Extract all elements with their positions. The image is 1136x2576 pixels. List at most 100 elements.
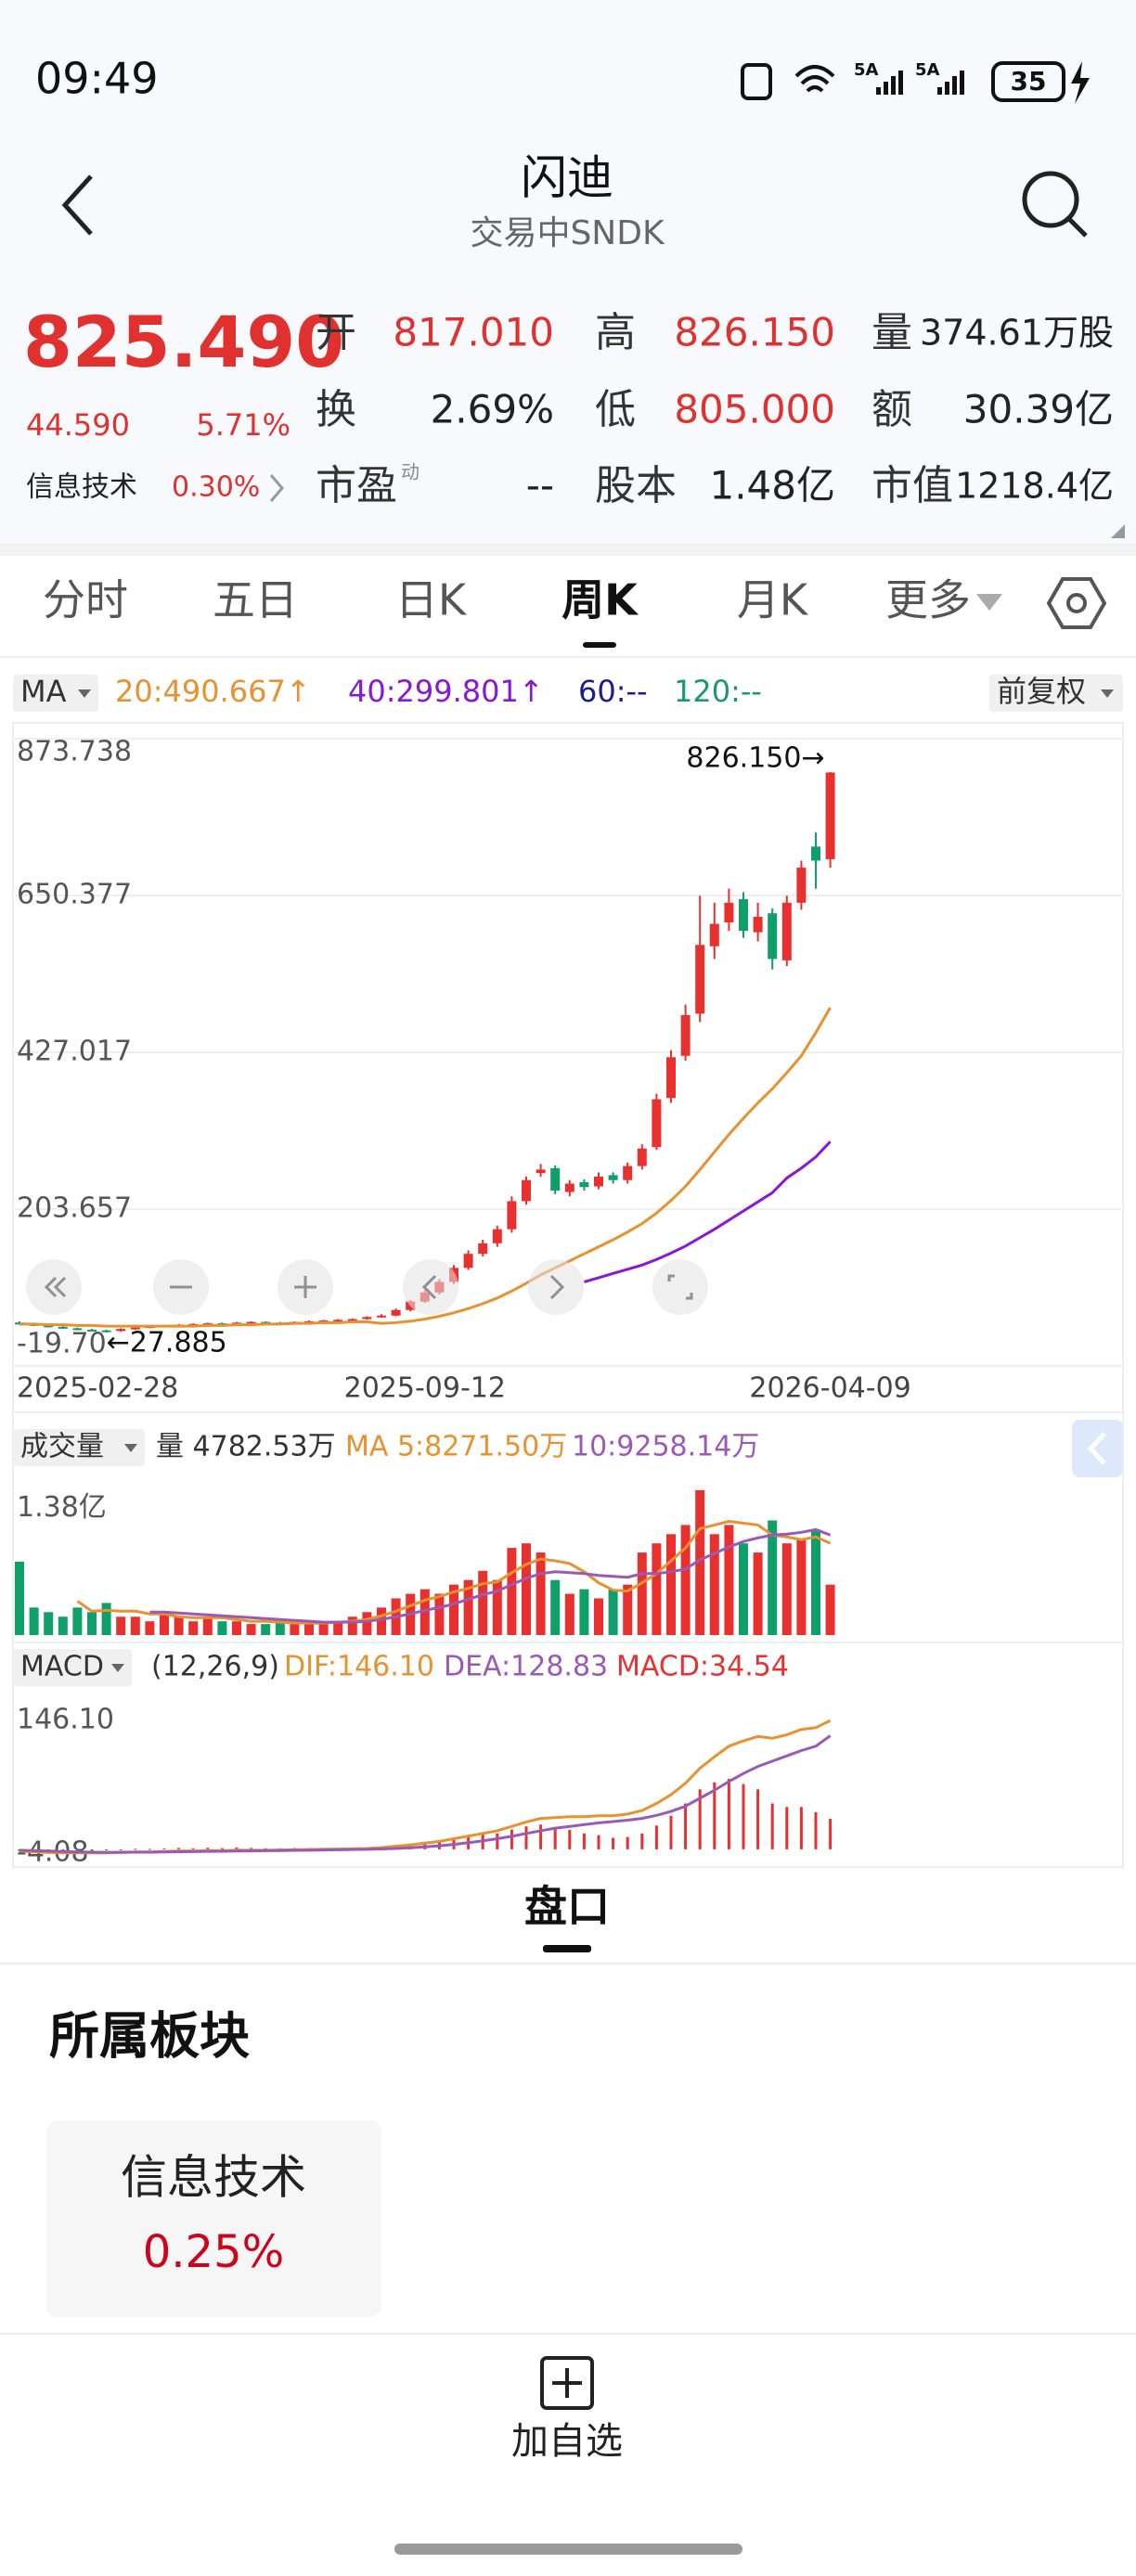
add-watchlist-button[interactable]	[540, 2356, 594, 2410]
macd-bar	[553, 1828, 557, 1849]
battery-icon	[991, 61, 1065, 102]
back-button[interactable]	[61, 174, 93, 236]
indicator-line	[19, 1734, 832, 1854]
volume-bar	[232, 1621, 241, 1635]
adjust-arrow	[1101, 689, 1114, 698]
sector-card-name: 信息技术	[121, 2151, 306, 2205]
chart-control[interactable]	[403, 1259, 458, 1315]
candle-body	[101, 1330, 111, 1333]
indicator-arrow	[124, 1444, 137, 1452]
volume-bar	[434, 1593, 445, 1635]
chart-control-icon	[549, 1274, 565, 1300]
section-tab[interactable]: 盘口	[524, 1882, 610, 1932]
high-annotation: 826.150→	[686, 742, 824, 775]
indicator-selector[interactable]	[13, 1649, 132, 1686]
period-tab[interactable]: 日K	[395, 575, 468, 625]
network-type: 5A	[915, 60, 940, 80]
volume-bar	[637, 1552, 647, 1635]
stat-label: 额	[871, 386, 912, 433]
candle-body	[507, 1201, 517, 1230]
candle-body	[608, 1175, 618, 1180]
period-tab[interactable]: 分时	[43, 575, 128, 625]
candle-body	[44, 1325, 54, 1328]
sector-name[interactable]: 信息技术	[26, 471, 137, 504]
settings-icon	[1066, 593, 1087, 613]
volume-bar	[246, 1624, 256, 1635]
legend-entry: 10:9258.14万	[572, 1431, 759, 1463]
volume-bar	[202, 1616, 213, 1635]
collapse-tab-bg	[1072, 1420, 1123, 1477]
more-arrow	[976, 594, 1002, 611]
volume-bar	[724, 1525, 734, 1635]
collapse-tab[interactable]	[1072, 1420, 1123, 1477]
search-icon	[1022, 171, 1079, 228]
indicator-line	[76, 1519, 832, 1625]
candle-body	[347, 1319, 357, 1321]
signal-bar	[898, 71, 903, 95]
candle-body	[362, 1317, 372, 1320]
indicator-arrow	[78, 689, 91, 698]
macd-bar	[698, 1789, 702, 1849]
volume-bar	[666, 1534, 676, 1635]
wifi-icon	[794, 65, 835, 93]
volume-bar	[304, 1624, 314, 1635]
volume-bar	[261, 1624, 271, 1635]
macd-bar	[105, 1848, 109, 1851]
indicator-arrow	[111, 1664, 124, 1672]
volume-bar	[275, 1621, 285, 1635]
volume-bar	[825, 1584, 835, 1635]
collapse-icon	[1087, 1432, 1106, 1465]
search-icon	[1067, 217, 1088, 238]
candle-body	[753, 916, 763, 933]
volume-bar	[101, 1603, 111, 1635]
volume-bar	[87, 1612, 97, 1635]
macd-bar	[582, 1833, 586, 1849]
macd-bar	[770, 1803, 774, 1849]
macd-bar	[148, 1848, 151, 1850]
indicator-selector[interactable]	[13, 675, 98, 712]
adjust-selector[interactable]	[989, 675, 1123, 712]
candle-body	[391, 1309, 401, 1316]
add-icon	[540, 2356, 594, 2410]
legend-entry: MACD:34.54	[616, 1651, 789, 1683]
candle-body	[709, 923, 719, 947]
candle-body	[666, 1057, 676, 1099]
volume-bar	[463, 1579, 473, 1635]
add-watchlist-label[interactable]: 加自选	[511, 2420, 623, 2463]
period-tab[interactable]: 周K	[562, 575, 639, 625]
signal-bar	[945, 82, 949, 95]
header-background	[0, 0, 1136, 543]
period-tab[interactable]: 更多	[885, 575, 971, 625]
candle-body	[680, 1014, 691, 1056]
volume-bar	[811, 1529, 820, 1635]
macd-bar	[568, 1830, 572, 1849]
stat-value: 817.010	[393, 310, 554, 355]
period-tab[interactable]: 月K	[737, 575, 809, 625]
macd-bar	[626, 1836, 629, 1849]
indicator-line	[149, 1527, 832, 1624]
chart-control-icon	[421, 1274, 437, 1300]
y-tick-label: 427.017	[17, 1036, 132, 1068]
legend-entry: 40:299.801↑	[348, 674, 544, 709]
macd-bar	[597, 1835, 600, 1849]
volume-bar	[347, 1616, 357, 1635]
charging-icon	[1071, 61, 1090, 104]
macd-bar	[539, 1824, 543, 1849]
indicator-selector[interactable]	[13, 1429, 145, 1466]
y-tick-label: 1.38亿	[17, 1491, 107, 1524]
stat-label: 高	[595, 309, 636, 356]
sector-card[interactable]	[46, 2120, 381, 2317]
candle-body	[72, 1328, 83, 1331]
candle-body	[781, 902, 792, 960]
macd-bar	[496, 1833, 499, 1849]
chart-control[interactable]	[528, 1259, 584, 1315]
volume-bar	[709, 1534, 719, 1635]
volume-bar	[796, 1539, 807, 1635]
candle-body	[768, 913, 778, 960]
chart-control[interactable]	[652, 1259, 708, 1315]
candle-body	[594, 1176, 603, 1187]
settings-icon[interactable]	[1046, 577, 1107, 629]
home-indicator	[394, 2544, 742, 2555]
period-tab[interactable]: 五日	[213, 575, 298, 625]
search-button[interactable]	[1022, 171, 1088, 238]
